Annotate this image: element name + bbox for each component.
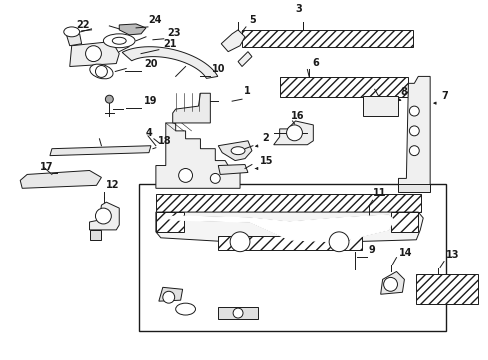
Text: 5: 5	[248, 15, 255, 25]
Polygon shape	[398, 184, 429, 192]
Text: 6: 6	[312, 58, 319, 68]
Circle shape	[230, 232, 249, 252]
Ellipse shape	[231, 147, 244, 155]
Polygon shape	[67, 34, 81, 46]
Circle shape	[163, 291, 174, 303]
Polygon shape	[172, 93, 210, 123]
Bar	[242, 30, 412, 47]
Circle shape	[383, 278, 397, 291]
Bar	[156, 212, 183, 232]
Polygon shape	[221, 30, 244, 51]
Polygon shape	[156, 123, 240, 188]
Ellipse shape	[90, 64, 113, 79]
Ellipse shape	[63, 27, 80, 37]
Polygon shape	[119, 24, 146, 35]
Text: 15: 15	[259, 156, 273, 166]
Text: 7: 7	[440, 91, 447, 101]
Bar	[415, 274, 477, 304]
Text: 22: 22	[77, 20, 90, 30]
Circle shape	[105, 95, 113, 103]
Text: 12: 12	[106, 180, 120, 190]
Ellipse shape	[112, 37, 126, 44]
Bar	[139, 184, 445, 331]
Polygon shape	[165, 215, 393, 242]
Text: 1: 1	[244, 86, 250, 96]
Polygon shape	[218, 165, 247, 175]
Polygon shape	[89, 202, 119, 230]
Polygon shape	[156, 212, 422, 245]
Text: 20: 20	[143, 59, 157, 69]
Ellipse shape	[175, 303, 195, 315]
Circle shape	[95, 208, 111, 224]
Circle shape	[233, 308, 243, 318]
Circle shape	[286, 125, 302, 141]
Text: 11: 11	[372, 188, 386, 198]
Bar	[156, 194, 420, 212]
Text: 4: 4	[146, 128, 152, 138]
Text: 14: 14	[398, 248, 411, 258]
Polygon shape	[159, 287, 182, 301]
Polygon shape	[380, 271, 404, 294]
Text: 2: 2	[261, 133, 268, 143]
Text: 19: 19	[143, 96, 157, 106]
Polygon shape	[398, 76, 429, 190]
Text: 13: 13	[445, 249, 459, 260]
Text: 10: 10	[212, 64, 225, 75]
Polygon shape	[70, 42, 119, 67]
Text: 18: 18	[158, 136, 171, 146]
Polygon shape	[362, 96, 398, 116]
Polygon shape	[20, 171, 101, 188]
Polygon shape	[218, 307, 257, 319]
Ellipse shape	[103, 34, 135, 48]
Text: 21: 21	[163, 39, 176, 49]
Polygon shape	[122, 47, 217, 78]
Circle shape	[178, 168, 192, 183]
Bar	[218, 236, 361, 250]
Text: 24: 24	[148, 15, 161, 25]
Circle shape	[210, 174, 220, 183]
Polygon shape	[273, 121, 313, 145]
Text: 3: 3	[295, 4, 302, 14]
Text: 17: 17	[40, 162, 53, 172]
Circle shape	[408, 126, 418, 136]
Circle shape	[408, 146, 418, 156]
Polygon shape	[218, 141, 251, 161]
Text: 23: 23	[166, 28, 180, 38]
Bar	[279, 77, 407, 97]
Text: 9: 9	[368, 245, 375, 255]
Circle shape	[328, 232, 348, 252]
Polygon shape	[238, 51, 251, 67]
Polygon shape	[89, 230, 101, 240]
Text: 16: 16	[290, 111, 304, 121]
Circle shape	[85, 46, 101, 62]
Polygon shape	[50, 146, 151, 156]
Circle shape	[408, 106, 418, 116]
Circle shape	[95, 66, 107, 77]
Bar	[390, 212, 417, 232]
Text: 8: 8	[400, 87, 407, 97]
